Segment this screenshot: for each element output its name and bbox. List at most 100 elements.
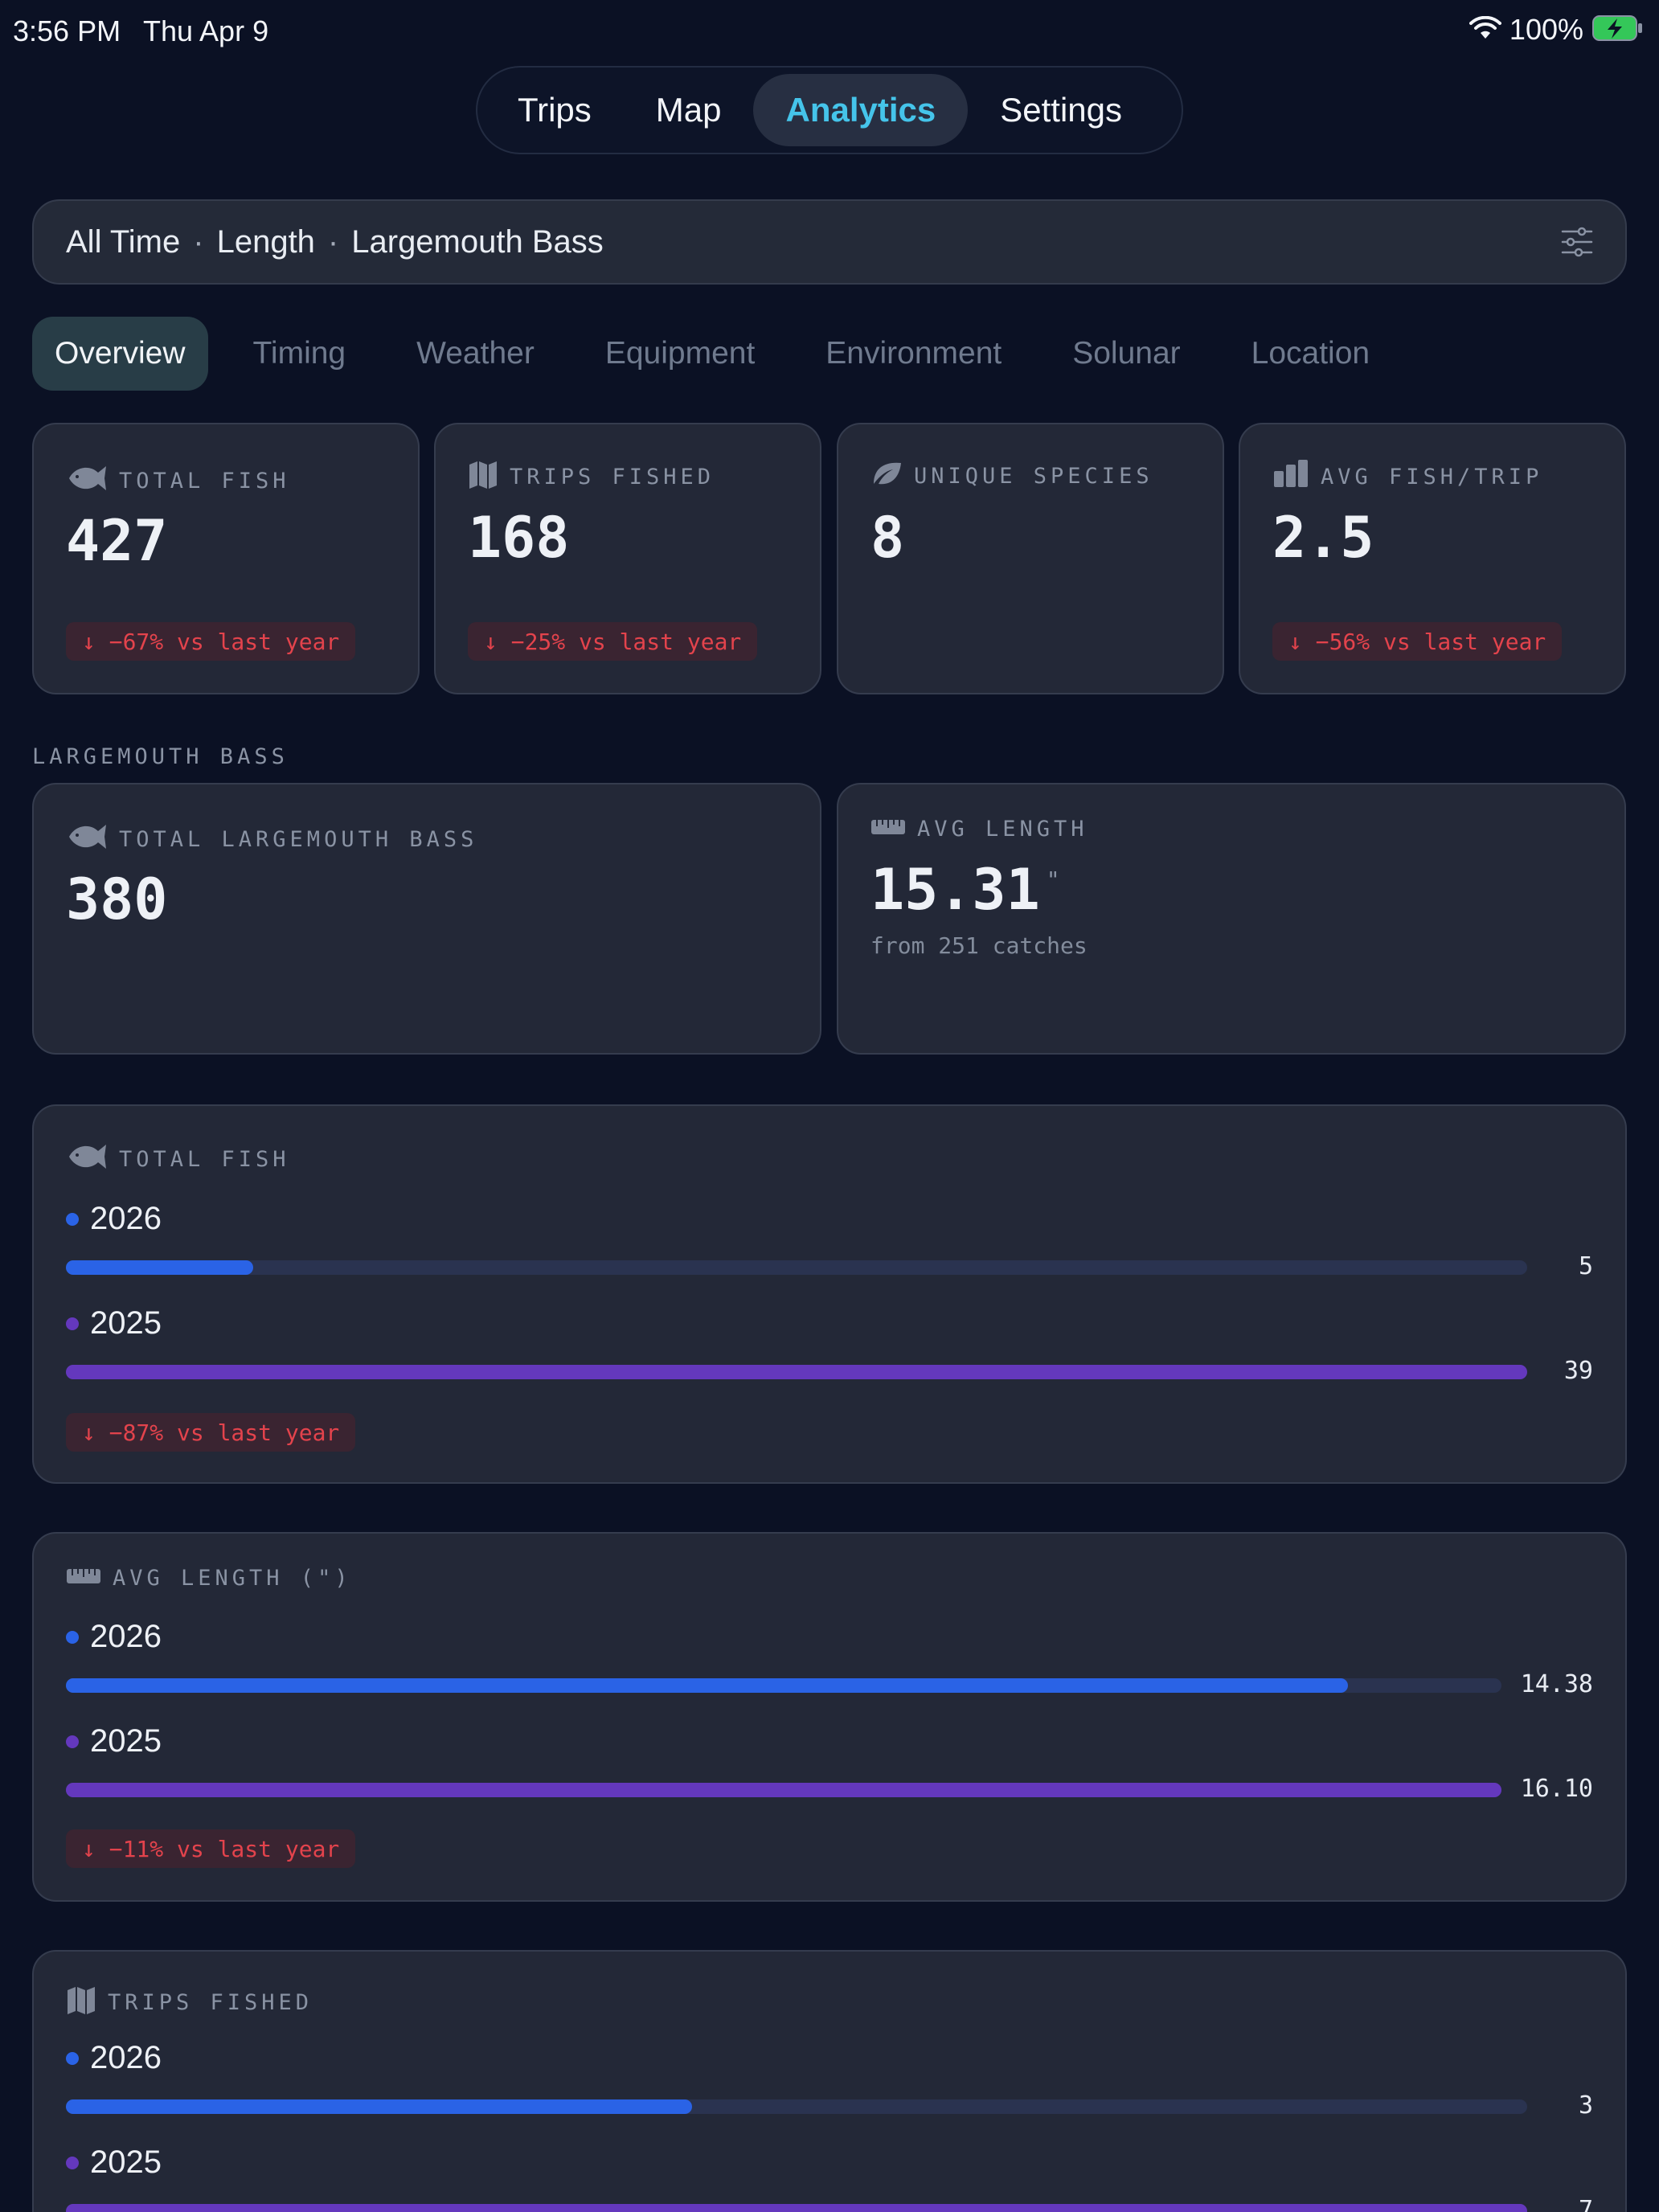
stat-card-total-fish: TOTAL FISH 427 ↓ −67% vs last year <box>32 423 420 694</box>
stat-card-avg-fish-per-trip: AVG FISH/TRIP 2.5 ↓ −56% vs last year <box>1239 423 1626 694</box>
nav-tab-trips[interactable]: Trips <box>518 91 592 129</box>
unit-label: " <box>1046 866 1060 893</box>
filter-species: Largemouth Bass <box>351 223 604 260</box>
status-bar: 3:56 PM Thu Apr 9 100% <box>0 0 1659 64</box>
sub-tab-timing[interactable]: Timing <box>252 336 346 371</box>
delta-badge: ↓ −87% vs last year <box>66 1413 356 1452</box>
bar-track <box>66 1783 1501 1797</box>
bar-track <box>66 1365 1527 1379</box>
bar-fill <box>66 1678 1349 1693</box>
year-row: 2025 <box>66 1305 162 1342</box>
bar-fill <box>66 1783 1501 1797</box>
bar-chart-icon <box>1272 460 1309 494</box>
bar-value: 7 <box>1578 2196 1593 2212</box>
delta-badge: ↓ −11% vs last year <box>66 1829 356 1868</box>
year-label: 2026 <box>90 2040 162 2075</box>
fish-icon <box>66 463 108 499</box>
series-dot <box>66 1630 79 1644</box>
status-date: Thu Apr 9 <box>143 14 269 47</box>
species-avg-length-card: AVG LENGTH 15.31 " from 251 catches <box>837 783 1626 1055</box>
ruler-icon <box>870 817 906 842</box>
filter-separator: · <box>327 223 339 260</box>
series-dot <box>66 1735 79 1748</box>
year-row: 2026 <box>66 1201 162 1237</box>
delta-badge: ↓ −25% vs last year <box>468 622 758 661</box>
comparison-card-total-fish: TOTAL FISH 2026 5 2025 39 ↓ −87% vs last… <box>32 1104 1627 1484</box>
sliders-icon[interactable] <box>1561 227 1593 261</box>
series-dot <box>66 1212 79 1226</box>
delta-badge: ↓ −56% vs last year <box>1272 622 1563 661</box>
section-heading: LARGEMOUTH BASS <box>32 744 289 769</box>
comparison-label: AVG LENGTH (") <box>66 1566 352 1591</box>
year-label: 2026 <box>90 1619 162 1654</box>
stat-value: 15.31 " <box>870 857 1060 923</box>
bar-fill <box>66 1260 254 1275</box>
nav-tab-analytics[interactable]: Analytics <box>753 74 969 146</box>
stat-value: 168 <box>468 505 570 571</box>
sub-tab-location[interactable]: Location <box>1251 336 1370 371</box>
battery-charging-icon <box>1591 14 1645 46</box>
sub-tab-overview[interactable]: Overview <box>32 317 208 391</box>
bar-fill <box>66 1365 1527 1379</box>
stat-label: TOTAL FISH <box>66 463 290 499</box>
year-label: 2025 <box>90 1723 162 1759</box>
stat-label: AVG FISH/TRIP <box>1272 460 1542 494</box>
sub-tab-solunar[interactable]: Solunar <box>1072 336 1181 371</box>
status-time: 3:56 PM <box>13 14 121 47</box>
year-label: 2025 <box>90 2144 162 2180</box>
year-label: 2026 <box>90 1201 162 1236</box>
leaf-icon <box>870 460 903 493</box>
year-label: 2025 <box>90 1305 162 1341</box>
filter-summary: All Time · Length · Largemouth Bass <box>66 224 604 260</box>
bar-fill <box>66 2204 1527 2212</box>
series-dot <box>66 2051 79 2065</box>
bar-track <box>66 2204 1527 2212</box>
comparison-card-avg-length: AVG LENGTH (") 2026 14.38 2025 16.10 ↓ −… <box>32 1532 1627 1902</box>
year-row: 2026 <box>66 1619 162 1655</box>
stat-label: TOTAL LARGEMOUTH BASS <box>66 821 477 858</box>
filter-separator: · <box>193 223 204 260</box>
catch-count-note: from 251 catches <box>870 932 1088 959</box>
year-row: 2025 <box>66 1723 162 1759</box>
filter-metric: Length <box>216 223 315 260</box>
nav-tab-map[interactable]: Map <box>655 91 722 129</box>
stat-card-unique-species: UNIQUE SPECIES 8 <box>837 423 1224 694</box>
map-icon <box>66 1985 96 2020</box>
nav-tab-settings[interactable]: Settings <box>1000 91 1122 129</box>
series-dot <box>66 1317 79 1330</box>
bar-fill <box>66 2099 693 2114</box>
comparison-label: TRIPS FISHED <box>66 1985 313 2020</box>
fish-icon <box>66 821 108 858</box>
year-row: 2025 <box>66 2144 162 2181</box>
stat-label: UNIQUE SPECIES <box>870 460 1153 493</box>
fish-icon <box>66 1141 108 1178</box>
ruler-icon <box>66 1566 101 1591</box>
stat-card-trips-fished: TRIPS FISHED 168 ↓ −25% vs last year <box>434 423 821 694</box>
comparison-label: TOTAL FISH <box>66 1141 290 1178</box>
series-dot <box>66 2156 79 2169</box>
stat-value: 8 <box>870 505 905 571</box>
bar-value: 16.10 <box>1520 1775 1593 1803</box>
stat-label: TRIPS FISHED <box>468 460 715 494</box>
stat-value: 427 <box>66 508 168 574</box>
bar-track <box>66 1678 1501 1693</box>
filter-bar[interactable]: All Time · Length · Largemouth Bass <box>32 199 1627 285</box>
sub-tab-environment[interactable]: Environment <box>825 336 1002 371</box>
stat-value: 380 <box>66 866 168 932</box>
filter-range: All Time <box>66 223 181 260</box>
sub-tab-equipment[interactable]: Equipment <box>604 336 756 371</box>
year-row: 2026 <box>66 2040 162 2076</box>
bar-value: 39 <box>1563 1357 1593 1385</box>
stat-label: AVG LENGTH <box>870 817 1088 842</box>
bar-track <box>66 1260 1527 1275</box>
analytics-sub-tabs: Overview Timing Weather Equipment Enviro… <box>32 317 1392 391</box>
battery-percent: 100% <box>1509 13 1583 46</box>
delta-badge: ↓ −67% vs last year <box>66 622 356 661</box>
stat-value: 2.5 <box>1272 505 1374 571</box>
wifi-icon <box>1469 15 1501 44</box>
comparison-card-trips-fished: TRIPS FISHED 2026 3 2025 7 <box>32 1950 1627 2212</box>
species-total-card: TOTAL LARGEMOUTH BASS 380 <box>32 783 821 1055</box>
map-icon <box>468 460 498 494</box>
top-navigation: Trips Map Analytics Settings <box>476 66 1183 154</box>
sub-tab-weather[interactable]: Weather <box>416 336 535 371</box>
